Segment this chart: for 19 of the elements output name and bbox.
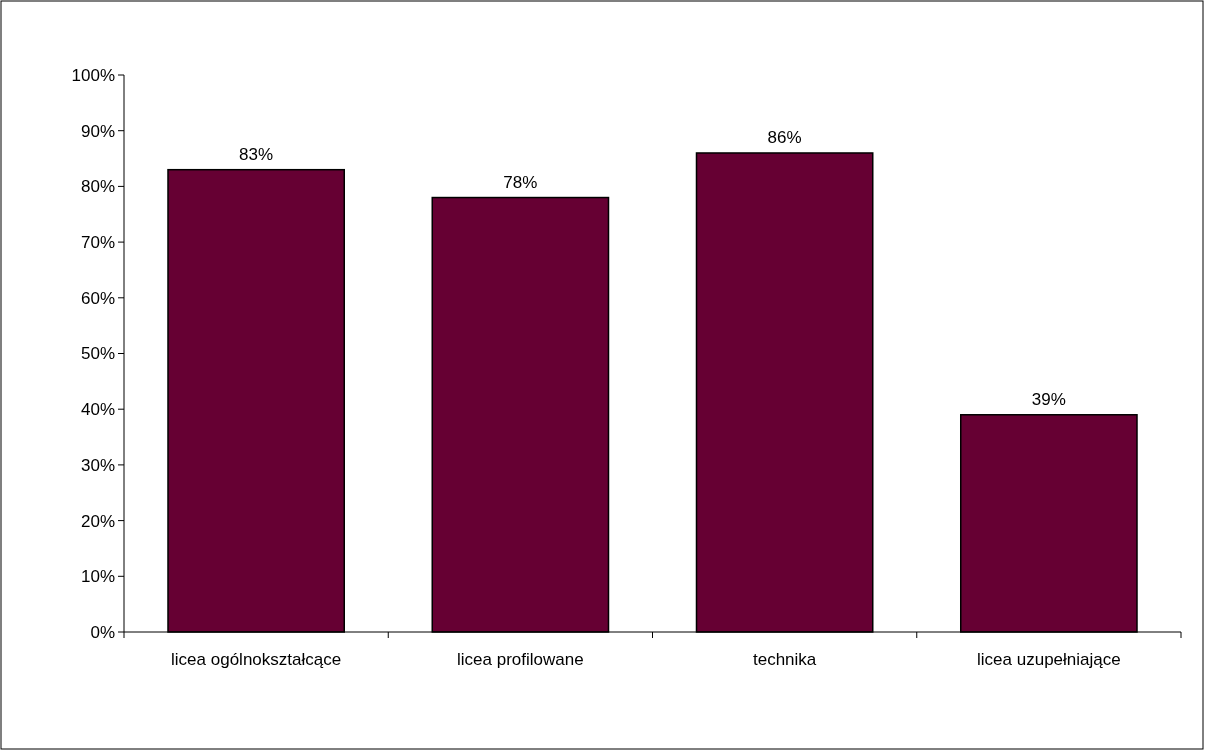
y-tick-label: 50% <box>80 344 115 364</box>
y-tick-label: 70% <box>80 233 115 253</box>
data-label: 86% <box>767 127 802 147</box>
y-tick-label: 80% <box>80 177 115 197</box>
data-label: 78% <box>503 172 538 192</box>
x-tick-label: licea ogólnokształcące <box>171 650 342 669</box>
data-label: 39% <box>1031 389 1066 409</box>
y-tick-label: 0% <box>90 622 115 642</box>
x-tick-label: technika <box>752 650 817 669</box>
x-tick-label: licea uzupełniające <box>977 650 1121 669</box>
y-tick-label: 60% <box>80 288 115 308</box>
data-label: 83% <box>239 144 274 164</box>
y-tick-label: 90% <box>80 121 115 141</box>
y-tick-label: 30% <box>80 455 115 475</box>
y-tick-label: 100% <box>71 65 115 85</box>
y-tick-label: 10% <box>80 567 115 587</box>
x-tick-label: licea profilowane <box>457 650 584 669</box>
y-tick-label: 20% <box>80 511 115 531</box>
y-tick-label: 40% <box>80 400 115 420</box>
